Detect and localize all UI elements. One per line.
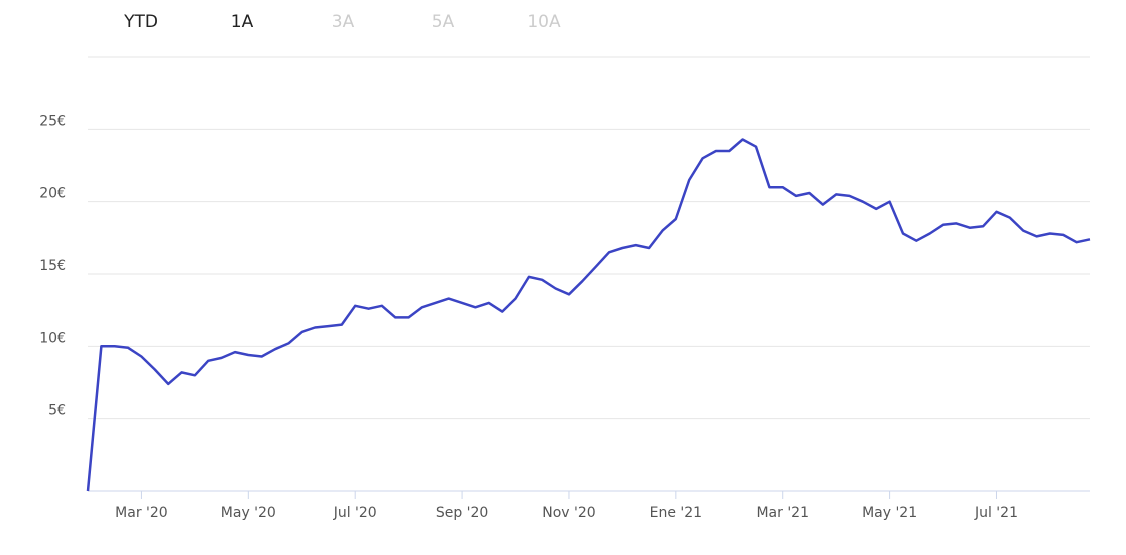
y-tick-label: 5€ <box>48 403 66 419</box>
x-tick-label: Mar '21 <box>756 505 809 521</box>
x-tick-label: Mar '20 <box>115 505 168 521</box>
y-tick-label: 10€ <box>39 330 66 346</box>
y-tick-label: 15€ <box>39 258 66 274</box>
x-tick-label: Jul '21 <box>974 505 1018 521</box>
x-tick-label: May '21 <box>862 505 917 521</box>
range-tab[interactable]: 10A <box>527 12 561 32</box>
x-tick-label: Sep '20 <box>436 505 489 521</box>
y-tick-label: 20€ <box>39 186 66 202</box>
x-tick-label: May '20 <box>221 505 276 521</box>
range-tab[interactable]: YTD <box>123 12 158 32</box>
y-tick-label: 25€ <box>39 113 66 129</box>
range-tab[interactable]: 5A <box>432 12 455 32</box>
x-tick-label: Nov '20 <box>542 505 595 521</box>
price-line <box>86 138 1091 492</box>
range-tab[interactable]: 1A <box>231 12 254 32</box>
x-tick-label: Jul '20 <box>333 505 377 521</box>
range-tab[interactable]: 3A <box>332 12 355 32</box>
x-tick-label: Ene '21 <box>650 505 702 521</box>
